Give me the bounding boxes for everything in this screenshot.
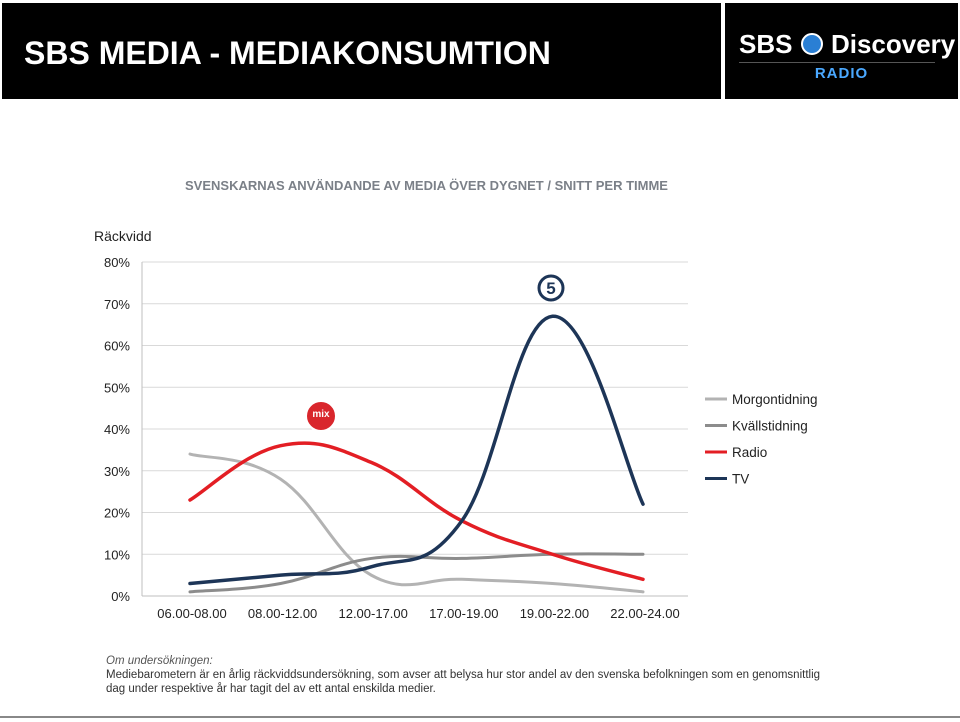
mix-megapol-logo <box>305 400 337 432</box>
kanal5-logo <box>537 274 565 302</box>
series-line <box>188 314 645 586</box>
y-tick-label: 40% <box>104 422 130 437</box>
y-tick-label: 0% <box>111 589 130 604</box>
globe-icon <box>800 33 823 55</box>
page-title: SBS MEDIA - MEDIAKONSUMTION <box>24 35 551 71</box>
sbs-discovery-logo: SBS Discovery RADIO <box>725 3 958 99</box>
chart-title: SVENSKARNAS ANVÄNDANDE AV MEDIA ÖVER DYG… <box>185 178 668 193</box>
y-tick-label: 20% <box>104 506 130 521</box>
x-tick-label: 17.00-19.00 <box>429 606 498 621</box>
logo-divider <box>739 62 935 63</box>
legend-label: Kvällstidning <box>732 419 808 434</box>
title-banner: SBS MEDIA - MEDIAKONSUMTION <box>2 3 721 99</box>
legend-label: TV <box>732 472 749 487</box>
x-tick-label: 08.00-12.00 <box>248 606 317 621</box>
bottom-divider <box>0 716 960 718</box>
y-tick-label: 10% <box>104 547 130 562</box>
y-tick-label: 30% <box>104 464 130 479</box>
y-tick-label: 50% <box>104 380 130 395</box>
logo-text-sbs: SBS <box>739 29 793 59</box>
y-tick-label: 60% <box>104 339 130 354</box>
series-line <box>188 452 645 594</box>
legend-label: Radio <box>732 445 767 460</box>
legend-label: Morgontidning <box>732 392 818 407</box>
notes-body: Mediebarometern är en årlig räckviddsund… <box>106 669 821 695</box>
logo-subtitle: RADIO <box>814 65 869 82</box>
notes-heading: Om undersökningen: <box>106 655 213 667</box>
x-tick-label: 12.00-17.00 <box>338 606 407 621</box>
x-tick-label: 22.00-24.00 <box>610 606 679 621</box>
x-tick-label: 06.00-08.00 <box>157 606 226 621</box>
series-line <box>188 441 645 582</box>
survey-notes: Om undersökningen: Mediebarometern är en… <box>106 654 826 696</box>
mix-logo-text: mix <box>312 409 330 420</box>
y-tick-label: 80% <box>104 255 130 270</box>
y-tick-label: 70% <box>104 297 130 312</box>
header: SBS MEDIA - MEDIAKONSUMTION SBS Discover… <box>0 0 960 101</box>
x-tick-label: 19.00-22.00 <box>520 606 589 621</box>
logo-wordmark: SBS Discovery <box>739 29 955 60</box>
kanal5-logo-text: 5 <box>546 279 555 298</box>
y-axis-label: Räckvidd <box>94 228 152 244</box>
logo-text-discovery: Discovery <box>830 29 956 59</box>
line-chart: 0% 10% 20% 30% 40% 50% 60% 70% 80% 06.00-08.00 08.… <box>104 255 818 621</box>
